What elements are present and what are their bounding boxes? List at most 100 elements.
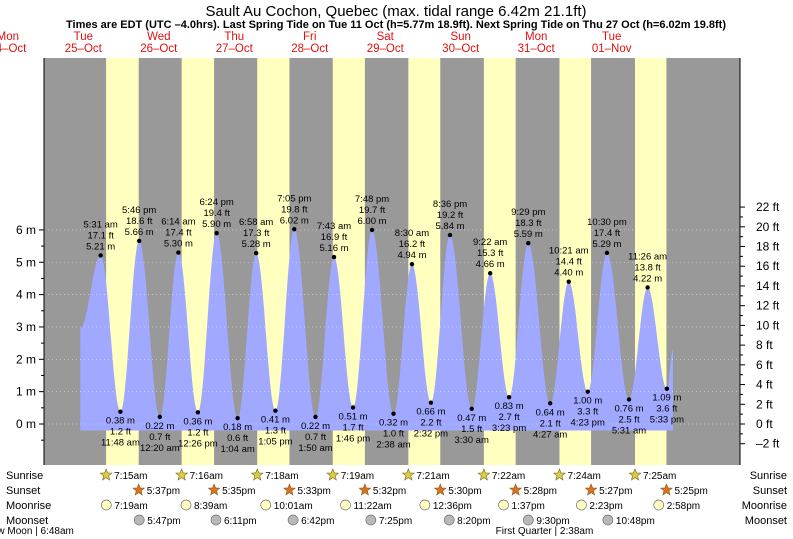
moonrise-icon: [100, 499, 112, 511]
sunset-time: 5:32pm: [373, 486, 406, 497]
sunrise-icon: [250, 468, 264, 481]
sunrise-icon: [477, 468, 491, 481]
day-date: 30–Oct: [442, 43, 480, 55]
tide-time-label: 1:04 am: [220, 444, 254, 455]
tide-time-label: 12:20 am: [140, 443, 180, 454]
tide-feet-label: 16.2 ft: [399, 239, 426, 250]
left-tick-label: 5 m: [16, 255, 36, 269]
tide-time-label: 7:05 pm: [277, 193, 311, 204]
day-name: Sat: [377, 31, 395, 43]
moonrise-time: 2:23pm: [589, 501, 622, 512]
moonrise-time: 8:39am: [194, 501, 227, 512]
left-axis-ticks: 0 m 1 m 2 m 3 m 4 m 5 m 6 m: [16, 223, 44, 441]
moonset-time: 9:30pm: [536, 516, 569, 527]
tide-time-label: 3:30 am: [455, 435, 489, 446]
moon-phase-note: First Quarter | 2:38am: [496, 526, 594, 537]
day-date: 25–Oct: [65, 43, 103, 55]
tide-feet-label: 1.7 ft: [342, 423, 363, 434]
tide-meter-label: 5.59 m: [514, 229, 543, 240]
sunrise-icon: [326, 468, 340, 481]
high-tide-point: [487, 271, 493, 276]
right-tick-label: –2 ft: [756, 437, 780, 451]
tide-time-label: 6:58 am: [239, 217, 273, 228]
moonset-time: 7:25pm: [379, 516, 412, 527]
sunset-time: 5:25pm: [674, 486, 707, 497]
right-tick-label: 22 ft: [756, 200, 780, 214]
left-tick-label: 3 m: [16, 320, 36, 334]
moonset-time: 5:47pm: [147, 516, 180, 527]
high-tide-point: [176, 250, 181, 255]
tide-time-label: 3:23 pm: [492, 423, 526, 434]
tide-feet-label: 14.4 ft: [556, 257, 583, 268]
right-tick-label: 2 ft: [756, 397, 773, 411]
sunrise-icon: [99, 468, 113, 481]
tide-meter-label: 0.18 m: [223, 422, 252, 433]
tide-meter-label: 5.84 m: [435, 221, 464, 232]
moonrise-time: 10:01am: [274, 501, 313, 512]
sunset-icon: [283, 483, 296, 496]
day-date: 29–Oct: [367, 43, 405, 55]
tide-feet-label: 2.2 ft: [420, 418, 441, 429]
low-tide-point: [664, 386, 670, 391]
sunset-icon: [659, 483, 673, 496]
sunset-time: 5:27pm: [599, 486, 632, 497]
low-tide-point: [313, 414, 318, 420]
moonrise-icon: [340, 499, 351, 511]
left-tick-label: 4 m: [16, 288, 36, 302]
right-tick-label: 6 ft: [756, 358, 773, 372]
sunset-icon: [584, 483, 598, 496]
tide-meter-label: 0.64 m: [536, 407, 565, 418]
left-tick-label: 0 m: [16, 417, 36, 431]
tide-time-label: 9:29 pm: [511, 207, 545, 218]
tide-time-label: 10:21 am: [549, 246, 589, 257]
day-headers: Mon24–OctTue25–OctWed26–OctThu27–OctFri2…: [0, 31, 632, 55]
sunset-time: 5:37pm: [147, 486, 180, 497]
moonset-time: 8:20pm: [457, 516, 490, 527]
moonset-icon: [602, 514, 614, 526]
tide-feet-label: 2.5 ft: [618, 414, 639, 425]
tide-time-label: 1:46 pm: [336, 434, 370, 445]
tide-meter-label: 4.66 m: [476, 259, 505, 270]
sunset-icon: [358, 483, 372, 496]
right-tick-label: 18 ft: [756, 240, 780, 254]
tide-feet-label: 17.4 ft: [165, 228, 192, 239]
chart-subtitle: Times are EDT (UTC –4.0hrs). Last Spring…: [66, 19, 726, 31]
sunset-time: 5:28pm: [524, 486, 557, 497]
tide-time-label: 5:31 am: [612, 425, 646, 436]
tide-meter-label: 0.38 m: [106, 416, 135, 427]
moonrise-time: 11:22am: [354, 501, 392, 512]
tide-meter-label: 5.66 m: [125, 227, 154, 238]
sunrise-icon: [628, 468, 642, 481]
high-tide-point: [409, 261, 415, 267]
tide-meter-label: 5.30 m: [164, 239, 193, 250]
sunset-label-right: Sunset: [753, 485, 787, 497]
day-name: Mon: [525, 31, 547, 43]
tide-meter-label: 4.94 m: [397, 250, 426, 261]
tide-time-label: 5:33 pm: [650, 415, 684, 426]
tide-feet-label: 19.8 ft: [281, 204, 308, 215]
sunrise-icon: [401, 468, 415, 481]
sunset-icon: [509, 483, 523, 496]
left-tick-label: 2 m: [16, 352, 36, 366]
tide-feet-label: 1.0 ft: [383, 429, 404, 440]
right-tick-label: 12 ft: [756, 299, 780, 313]
tide-meter-label: 0.32 m: [379, 418, 408, 429]
tide-feet-label: 19.4 ft: [203, 208, 230, 219]
tide-feet-label: 2.1 ft: [540, 418, 561, 429]
moonset-icon: [210, 514, 222, 526]
tide-time-label: 10:30 pm: [587, 217, 627, 228]
tide-feet-label: 0.6 ft: [227, 433, 248, 444]
right-axis-ticks: –2 ft 0 ft 2 ft 4 ft 6 ft 8 ft 10 ft 12 ft 14 ft…: [740, 200, 780, 451]
tide-time-label: 6:14 am: [161, 217, 195, 228]
tide-meter-label: 0.22 m: [145, 421, 174, 432]
tide-feet-label: 1.2 ft: [187, 427, 208, 438]
tide-feet-label: 0.7 ft: [305, 432, 326, 443]
tide-feet-label: 19.7 ft: [359, 205, 386, 216]
tide-meter-label: 5.28 m: [242, 239, 271, 250]
high-tide-point: [98, 253, 103, 258]
day-date: 26–Oct: [140, 43, 178, 55]
chart-title: Sault Au Cochon, Quebec (max. tidal rang…: [205, 3, 586, 20]
day-name: Fri: [303, 31, 316, 43]
tide-meter-label: 1.09 m: [652, 393, 681, 404]
moonrise-icon: [653, 499, 665, 511]
